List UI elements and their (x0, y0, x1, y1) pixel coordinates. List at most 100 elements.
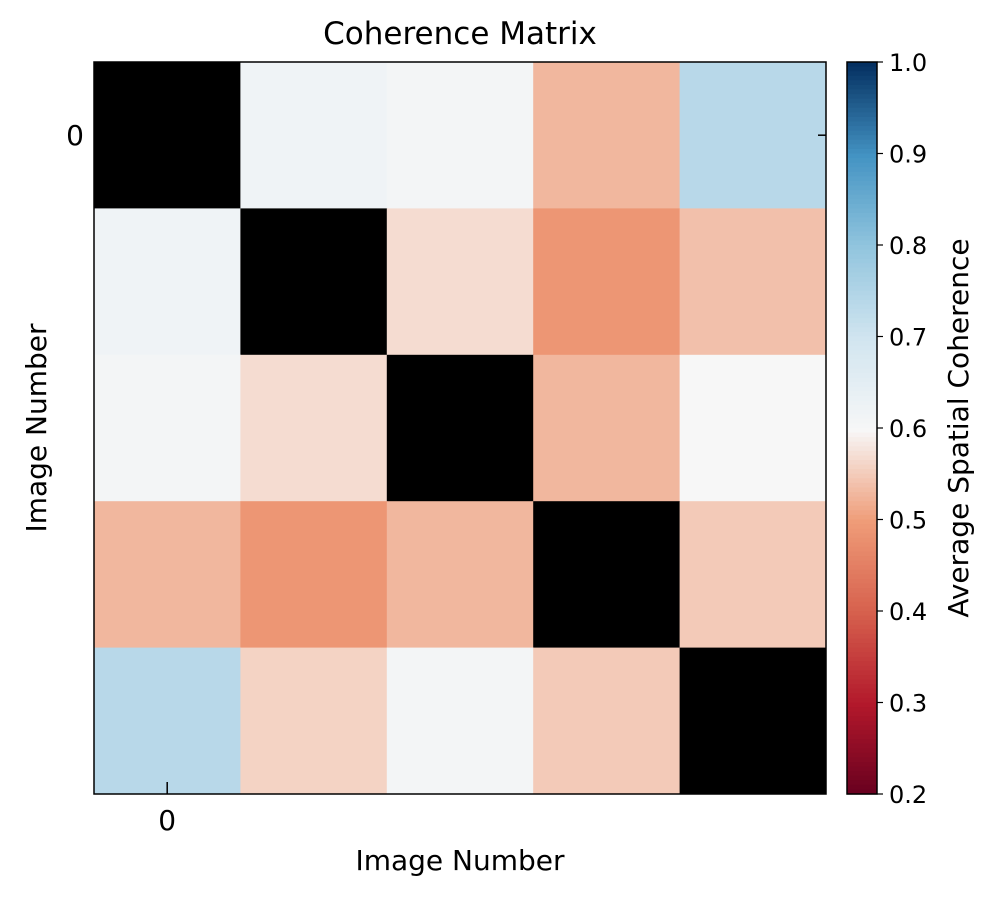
colorbar-segment (847, 460, 877, 466)
colorbar-segment (847, 391, 877, 397)
colorbar-segment (847, 432, 877, 438)
colorbar-segment (847, 784, 877, 791)
colorbar-segment (847, 217, 877, 223)
colorbar-segment (847, 158, 877, 164)
colorbar-segment (847, 702, 877, 708)
heatmap-cell (386, 354, 534, 502)
colorbar-segment (847, 135, 877, 141)
colorbar-segment (847, 469, 877, 475)
heatmap-cell (386, 501, 534, 649)
colorbar-segment (847, 139, 877, 145)
colorbar-segment (847, 222, 877, 228)
colorbar-segment (847, 126, 877, 132)
colorbar-segment (847, 84, 877, 91)
colorbar-segment (847, 345, 877, 351)
colorbar-tick-label: 1.0 (889, 49, 927, 77)
colorbar-segment (847, 377, 877, 383)
colorbar-segment (847, 267, 877, 274)
colorbar-segment (847, 130, 877, 136)
colorbar-segment (847, 75, 877, 81)
colorbar-segment (847, 496, 877, 502)
colorbar-segment (847, 615, 877, 621)
colorbar-segment (847, 62, 877, 68)
colorbar-segment (847, 94, 877, 100)
colorbar-segment (847, 528, 877, 534)
colorbar-segment (847, 684, 877, 690)
colorbar-segment (847, 482, 877, 489)
colorbar-segment (847, 473, 877, 479)
colorbar-segment (847, 583, 877, 589)
colorbar-segment (847, 766, 877, 772)
colorbar-segment (847, 519, 877, 525)
colorbar-tick-label: 0.5 (889, 507, 927, 535)
colorbar-segment (847, 212, 877, 219)
heatmap-cells (94, 62, 827, 795)
heatmap-cell (533, 62, 681, 209)
colorbar-segment (847, 560, 877, 566)
colorbar-segment (847, 510, 877, 516)
heatmap-cell (240, 647, 388, 795)
colorbar-tick-label: 0.2 (889, 781, 927, 809)
colorbar-segment (847, 231, 877, 237)
colorbar-segment (847, 752, 877, 758)
colorbar-segment (847, 226, 877, 232)
colorbar-segment (847, 675, 877, 681)
colorbar-segment (847, 679, 877, 685)
colorbar-segment (847, 501, 877, 507)
colorbar-segment (847, 478, 877, 484)
colorbar-segment (847, 542, 877, 548)
colorbar-segment (847, 258, 877, 264)
heatmap-cell (679, 647, 827, 795)
colorbar-segment (847, 574, 877, 580)
colorbar-segment (847, 441, 877, 447)
colorbar-segment (847, 739, 877, 745)
colorbar-segment (847, 331, 877, 338)
plot-frame (93, 61, 827, 795)
colorbar-segment (847, 551, 877, 557)
colorbar-segment (847, 697, 877, 704)
axis-ticks: 00 (66, 119, 826, 837)
colorbar-segment (847, 670, 877, 676)
colorbar-segment (847, 729, 877, 736)
colorbar-segment (847, 299, 877, 306)
colorbar-segment (847, 620, 877, 626)
colorbar-segment (847, 414, 877, 420)
colorbar-segment (847, 386, 877, 392)
colorbar: 1.0 0.9 0.8 0.7 0.6 0.5 0.4 0.3 0.2 (846, 49, 927, 809)
heatmap-cell (94, 354, 241, 502)
colorbar-segment (847, 281, 877, 287)
heatmap-cell (386, 647, 534, 795)
colorbar-segment (847, 368, 877, 374)
colorbar-segment (847, 601, 877, 608)
colorbar-segment (847, 423, 877, 429)
colorbar-segment (847, 103, 877, 109)
colorbar-segment (847, 569, 877, 575)
colorbar-segment (847, 789, 877, 795)
colorbar-segment (847, 588, 877, 594)
colorbar-segment (847, 180, 877, 187)
colorbar-segment (847, 208, 877, 214)
heatmap-cell (533, 647, 681, 795)
y-tick-label: 0 (66, 119, 84, 152)
colorbar-segment (847, 546, 877, 553)
colorbar-segment (847, 638, 877, 644)
colorbar-segment (847, 153, 877, 159)
colorbar-segment (847, 359, 877, 365)
heatmap-cell (679, 501, 827, 649)
heatmap-cell (679, 354, 827, 502)
colorbar-segment (847, 647, 877, 653)
colorbar-segment (847, 382, 877, 388)
heatmap-cell (240, 501, 388, 649)
colorbar-segment (847, 203, 877, 209)
colorbar-segment (847, 524, 877, 530)
colorbar-segment (847, 725, 877, 731)
colorbar-segment (847, 144, 877, 150)
colorbar-segment (847, 249, 877, 255)
colorbar-segment (847, 121, 877, 127)
heatmap-cell (240, 354, 388, 502)
colorbar-segment (847, 492, 877, 498)
colorbar-segment (847, 112, 877, 118)
colorbar-segment (847, 290, 877, 296)
y-axis-label: Image Number (20, 323, 53, 533)
colorbar-tick-label: 0.3 (889, 690, 927, 718)
